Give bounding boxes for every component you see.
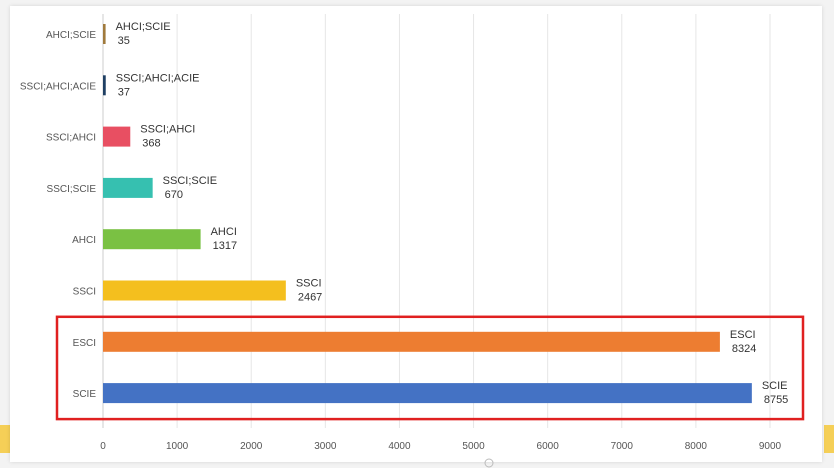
data-label-name: SSCI;SCIE xyxy=(163,175,217,187)
data-label-value: 8324 xyxy=(732,343,756,355)
data-label-name: AHCI xyxy=(211,226,237,238)
category-label: AHCI xyxy=(72,235,96,246)
bar xyxy=(103,331,720,352)
x-tick-label: 0 xyxy=(100,441,106,452)
highlight-box xyxy=(55,315,805,421)
bar xyxy=(103,75,106,96)
data-label-name: SSCI xyxy=(296,278,322,290)
data-label-value: 2467 xyxy=(298,292,322,304)
category-label: SCIE xyxy=(73,389,97,400)
data-label-value: 37 xyxy=(118,86,130,98)
category-label: SSCI;AHCI;ACIE xyxy=(20,81,96,92)
data-label-name: SSCI;AHCI;ACIE xyxy=(116,72,200,84)
data-label-value: 35 xyxy=(118,35,130,47)
category-label: SSCI xyxy=(73,287,96,298)
x-tick-label: 1000 xyxy=(166,441,189,452)
right-accent-strip xyxy=(824,425,834,453)
data-label-value: 8755 xyxy=(764,394,788,406)
data-label-name: SSCI;AHCI xyxy=(140,124,195,136)
data-label-value: 1317 xyxy=(213,240,237,252)
data-label-name: SCIE xyxy=(762,380,788,392)
bar xyxy=(103,280,286,301)
category-label: SSCI;AHCI xyxy=(46,133,96,144)
data-label-value: 368 xyxy=(142,138,160,150)
bar xyxy=(103,177,153,198)
data-label-name: AHCI;SCIE xyxy=(116,21,171,33)
category-label: ESCI xyxy=(73,338,96,349)
data-label-name: ESCI xyxy=(730,329,756,341)
x-tick-label: 2000 xyxy=(240,441,263,452)
x-tick-label: 9000 xyxy=(759,441,782,452)
bar xyxy=(103,229,201,250)
x-tick-label: 4000 xyxy=(388,441,411,452)
x-tick-label: 7000 xyxy=(611,441,634,452)
x-tick-label: 6000 xyxy=(537,441,560,452)
data-label-value: 670 xyxy=(165,189,183,201)
x-tick-label: 5000 xyxy=(462,441,485,452)
scroll-indicator-icon xyxy=(484,458,494,468)
x-tick-label: 8000 xyxy=(685,441,708,452)
left-accent-strip xyxy=(0,425,10,453)
category-label: AHCI;SCIE xyxy=(46,30,96,41)
bar xyxy=(103,126,131,147)
category-label: SSCI;SCIE xyxy=(47,184,97,195)
bar xyxy=(103,383,752,404)
x-tick-label: 3000 xyxy=(314,441,337,452)
bar xyxy=(103,24,106,44)
